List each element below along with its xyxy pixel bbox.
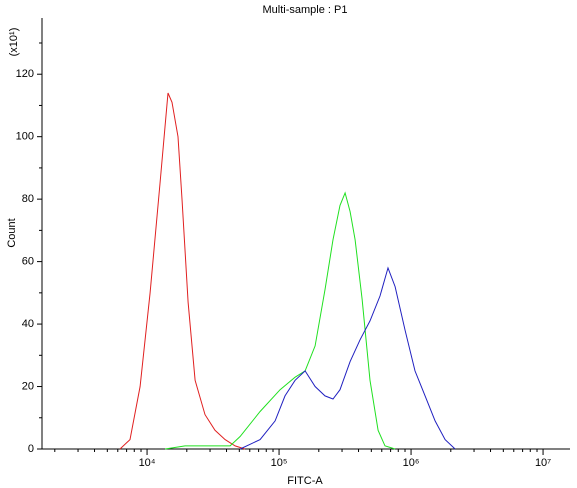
y-tick-label: 80 xyxy=(22,193,34,205)
y-tick-label: 0 xyxy=(28,443,34,455)
histogram-line xyxy=(119,92,246,450)
y-axis-unit: (x10¹) xyxy=(8,28,20,57)
x-tick-label: 10⁶ xyxy=(403,457,420,469)
y-tick-label: 100 xyxy=(16,131,34,143)
chart-title: Multi-sample : P1 xyxy=(263,4,348,16)
histogram-line xyxy=(165,191,396,450)
x-tick-label: 10⁵ xyxy=(271,457,288,469)
y-tick-label: 20 xyxy=(22,380,34,392)
y-axis-label: Count xyxy=(6,218,18,247)
y-tick-label: 40 xyxy=(22,318,34,330)
y-tick-label: 60 xyxy=(22,256,34,268)
x-tick-label: 10⁴ xyxy=(139,457,156,469)
x-tick-label: 10⁷ xyxy=(535,457,551,469)
x-axis-label: FITC-A xyxy=(287,475,323,487)
histogram-line xyxy=(239,266,456,450)
y-tick-label: 120 xyxy=(16,68,34,80)
